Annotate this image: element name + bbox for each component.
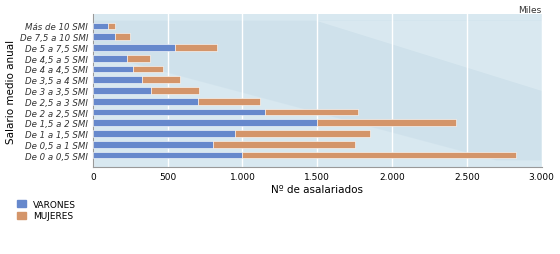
- Polygon shape: [317, 22, 542, 91]
- Bar: [93, 120, 317, 127]
- Bar: [175, 45, 217, 52]
- Bar: [151, 88, 199, 94]
- Polygon shape: [93, 22, 542, 161]
- Bar: [242, 152, 516, 159]
- Bar: [93, 24, 108, 30]
- Bar: [93, 66, 133, 73]
- Bar: [265, 109, 358, 116]
- Bar: [93, 77, 142, 84]
- Bar: [93, 109, 265, 116]
- Bar: [317, 120, 456, 127]
- Bar: [108, 24, 115, 30]
- Bar: [93, 45, 175, 52]
- Bar: [93, 131, 235, 137]
- Bar: [213, 141, 354, 148]
- Bar: [115, 34, 130, 41]
- Text: Miles: Miles: [518, 6, 542, 14]
- Bar: [93, 99, 198, 105]
- Bar: [93, 88, 151, 94]
- X-axis label: Nº de asalariados: Nº de asalariados: [271, 184, 363, 194]
- Bar: [142, 77, 180, 84]
- Bar: [93, 56, 127, 62]
- Y-axis label: Salario medio anual: Salario medio anual: [6, 39, 16, 143]
- Bar: [127, 56, 150, 62]
- Legend: VARONES, MUJERES: VARONES, MUJERES: [17, 200, 76, 220]
- Bar: [133, 66, 163, 73]
- Bar: [93, 34, 115, 41]
- Bar: [93, 141, 213, 148]
- Bar: [198, 99, 260, 105]
- Bar: [93, 152, 242, 159]
- Bar: [235, 131, 370, 137]
